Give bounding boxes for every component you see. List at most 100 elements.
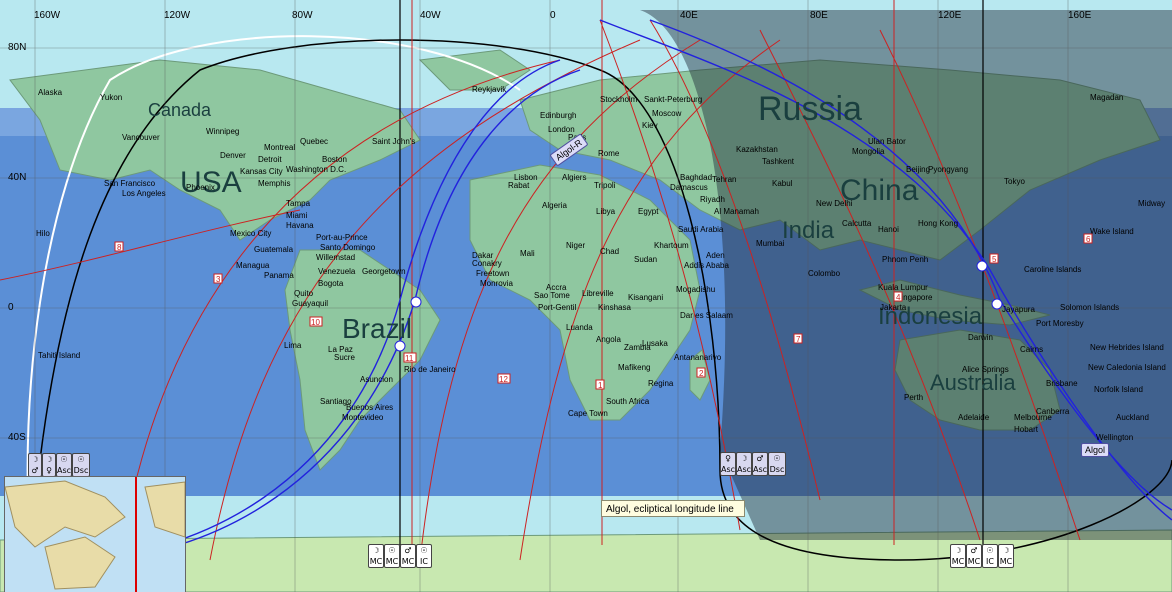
place-label: Cairns bbox=[1020, 345, 1043, 354]
place-label: New Delhi bbox=[816, 199, 853, 208]
place-label: Egypt bbox=[638, 207, 659, 216]
glyph-box-mc-5[interactable]: ♂ MC bbox=[966, 544, 982, 568]
place-label: Wake Island bbox=[1090, 227, 1134, 236]
place-label: Pyongyang bbox=[928, 165, 968, 174]
place-label: Sucre bbox=[334, 353, 355, 362]
place-label: Tokyo bbox=[1004, 177, 1025, 186]
place-label: Al Manamah bbox=[714, 207, 759, 216]
svg-text:12: 12 bbox=[499, 375, 508, 384]
place-label: Alaska bbox=[38, 88, 63, 97]
country-india: India bbox=[782, 217, 835, 244]
glyph-box-mc-6[interactable]: ☽ MC bbox=[998, 544, 1014, 568]
place-label: Mongolia bbox=[852, 147, 885, 156]
place-label: Georgetown bbox=[362, 267, 406, 276]
glyph-box-venus-asc[interactable]: ♀ Asc bbox=[720, 452, 736, 476]
line-number-8: 8 bbox=[114, 241, 124, 252]
place-label: Kazakhstan bbox=[736, 145, 778, 154]
glyph-box-ic-1[interactable]: ☉ IC bbox=[416, 544, 432, 568]
place-label: Canberra bbox=[1036, 407, 1070, 416]
place-label: Phnom Penh bbox=[882, 255, 928, 264]
place-label: Colombo bbox=[808, 269, 841, 278]
sun-icon: ☉ bbox=[420, 546, 428, 555]
place-label: Denver bbox=[220, 151, 246, 160]
glyph-box-moon-asc[interactable]: ☽ ♂ bbox=[28, 453, 42, 477]
svg-text:1: 1 bbox=[598, 381, 603, 390]
place-labels: Alaska Yukon Reykjavik Vancouver Winnipe… bbox=[36, 85, 1166, 442]
place-label: Norfolk Island bbox=[1094, 385, 1143, 394]
place-label: Rome bbox=[598, 149, 620, 158]
glyph-box-mc-1[interactable]: ☽ MC bbox=[368, 544, 384, 568]
glyph-box-moon-asc-2[interactable]: ☽ Asc bbox=[736, 452, 752, 476]
place-label: Riyadh bbox=[700, 195, 725, 204]
place-label: Willemstad bbox=[316, 253, 355, 262]
place-label: Yukon bbox=[100, 93, 122, 102]
map-tooltip: Algol, ecliptical longitude line bbox=[601, 500, 745, 517]
overview-minimap[interactable] bbox=[4, 476, 186, 592]
line-number-3: 3 bbox=[213, 273, 223, 284]
sun-icon: ☉ bbox=[77, 455, 85, 464]
place-label: Winnipeg bbox=[206, 127, 239, 136]
place-label: Brisbane bbox=[1046, 379, 1078, 388]
place-label: Dakar bbox=[472, 251, 494, 260]
tick-lon-6: 80E bbox=[810, 10, 828, 21]
tick-lon-8: 160E bbox=[1068, 10, 1092, 21]
place-label: Memphis bbox=[258, 179, 290, 188]
tick-lon-2: 80W bbox=[292, 10, 313, 21]
glyph-box-sun-asc[interactable]: ☉ Asc bbox=[56, 453, 72, 477]
place-label: Rabat bbox=[508, 181, 530, 190]
africa bbox=[469, 164, 701, 421]
place-label: Washington D.C. bbox=[286, 165, 346, 174]
place-label: Kuala Lumpur bbox=[878, 283, 928, 292]
moon-icon: ☽ bbox=[45, 455, 53, 464]
star-label-algol[interactable]: Algol bbox=[1081, 443, 1110, 457]
moon-icon: ☽ bbox=[740, 454, 748, 463]
place-label: Montevideo bbox=[342, 413, 384, 422]
tick-lat-2: 0 bbox=[8, 302, 14, 313]
place-label: Mexico City bbox=[230, 229, 271, 238]
place-label: Montreal bbox=[264, 143, 295, 152]
place-label: Antananarivo bbox=[674, 353, 722, 362]
place-label: Vancouver bbox=[122, 133, 160, 142]
glyph-box-ic-2[interactable]: ☉ IC bbox=[982, 544, 998, 568]
svg-text:6: 6 bbox=[1086, 235, 1091, 244]
place-label: Niger bbox=[566, 241, 585, 250]
place-label: Sudan bbox=[634, 255, 657, 264]
glyph-box-sun-dsc-2[interactable]: ☉ Dsc bbox=[768, 452, 786, 476]
place-label: Darwin bbox=[968, 333, 993, 342]
line-number-12: 12 bbox=[497, 373, 511, 384]
place-label: Algeria bbox=[542, 201, 567, 210]
place-label: Perth bbox=[904, 393, 923, 402]
glyph-box-mc-3[interactable]: ♂ MC bbox=[400, 544, 416, 568]
country-china: China bbox=[840, 174, 919, 207]
place-label: Cape Town bbox=[568, 409, 608, 418]
mars-icon: ♂ bbox=[404, 546, 412, 555]
glyph-box-sun-dsc[interactable]: ☉ Dsc bbox=[72, 453, 90, 477]
place-label: Magadan bbox=[1090, 93, 1123, 102]
tick-lon-0: 160W bbox=[34, 10, 61, 21]
place-label: Conakry bbox=[472, 259, 502, 268]
glyph-box-mars-asc[interactable]: ☽ ♀ bbox=[42, 453, 56, 477]
place-label: Kiev bbox=[642, 121, 658, 130]
svg-text:8: 8 bbox=[117, 243, 122, 252]
line-number-markers: 8 3 10 11 12 1 2 5 6 4 7 bbox=[114, 233, 1093, 390]
place-label: Santiago bbox=[320, 397, 352, 406]
tick-lon-5: 40E bbox=[680, 10, 698, 21]
glyph-box-mc-2[interactable]: ☉ MC bbox=[384, 544, 400, 568]
moon-icon: ☽ bbox=[31, 455, 39, 464]
place-label: Beijing bbox=[906, 165, 930, 174]
place-label: Asuncion bbox=[360, 375, 393, 384]
glyph-box-mars-asc-2[interactable]: ♂ Asc bbox=[752, 452, 768, 476]
place-label: New Caledonia Island bbox=[1088, 363, 1166, 372]
place-label: Melbourne bbox=[1014, 413, 1052, 422]
place-label: Reykjavik bbox=[472, 85, 507, 94]
glyph-box-mc-4[interactable]: ☽ MC bbox=[950, 544, 966, 568]
line-number-1: 1 bbox=[595, 379, 605, 390]
place-label: Kinshasa bbox=[598, 303, 631, 312]
line-number-10: 10 bbox=[309, 316, 323, 327]
place-label: Boston bbox=[322, 155, 347, 164]
place-label: Mali bbox=[520, 249, 535, 258]
place-label: Kisangani bbox=[628, 293, 663, 302]
place-label: Moscow bbox=[652, 109, 682, 118]
